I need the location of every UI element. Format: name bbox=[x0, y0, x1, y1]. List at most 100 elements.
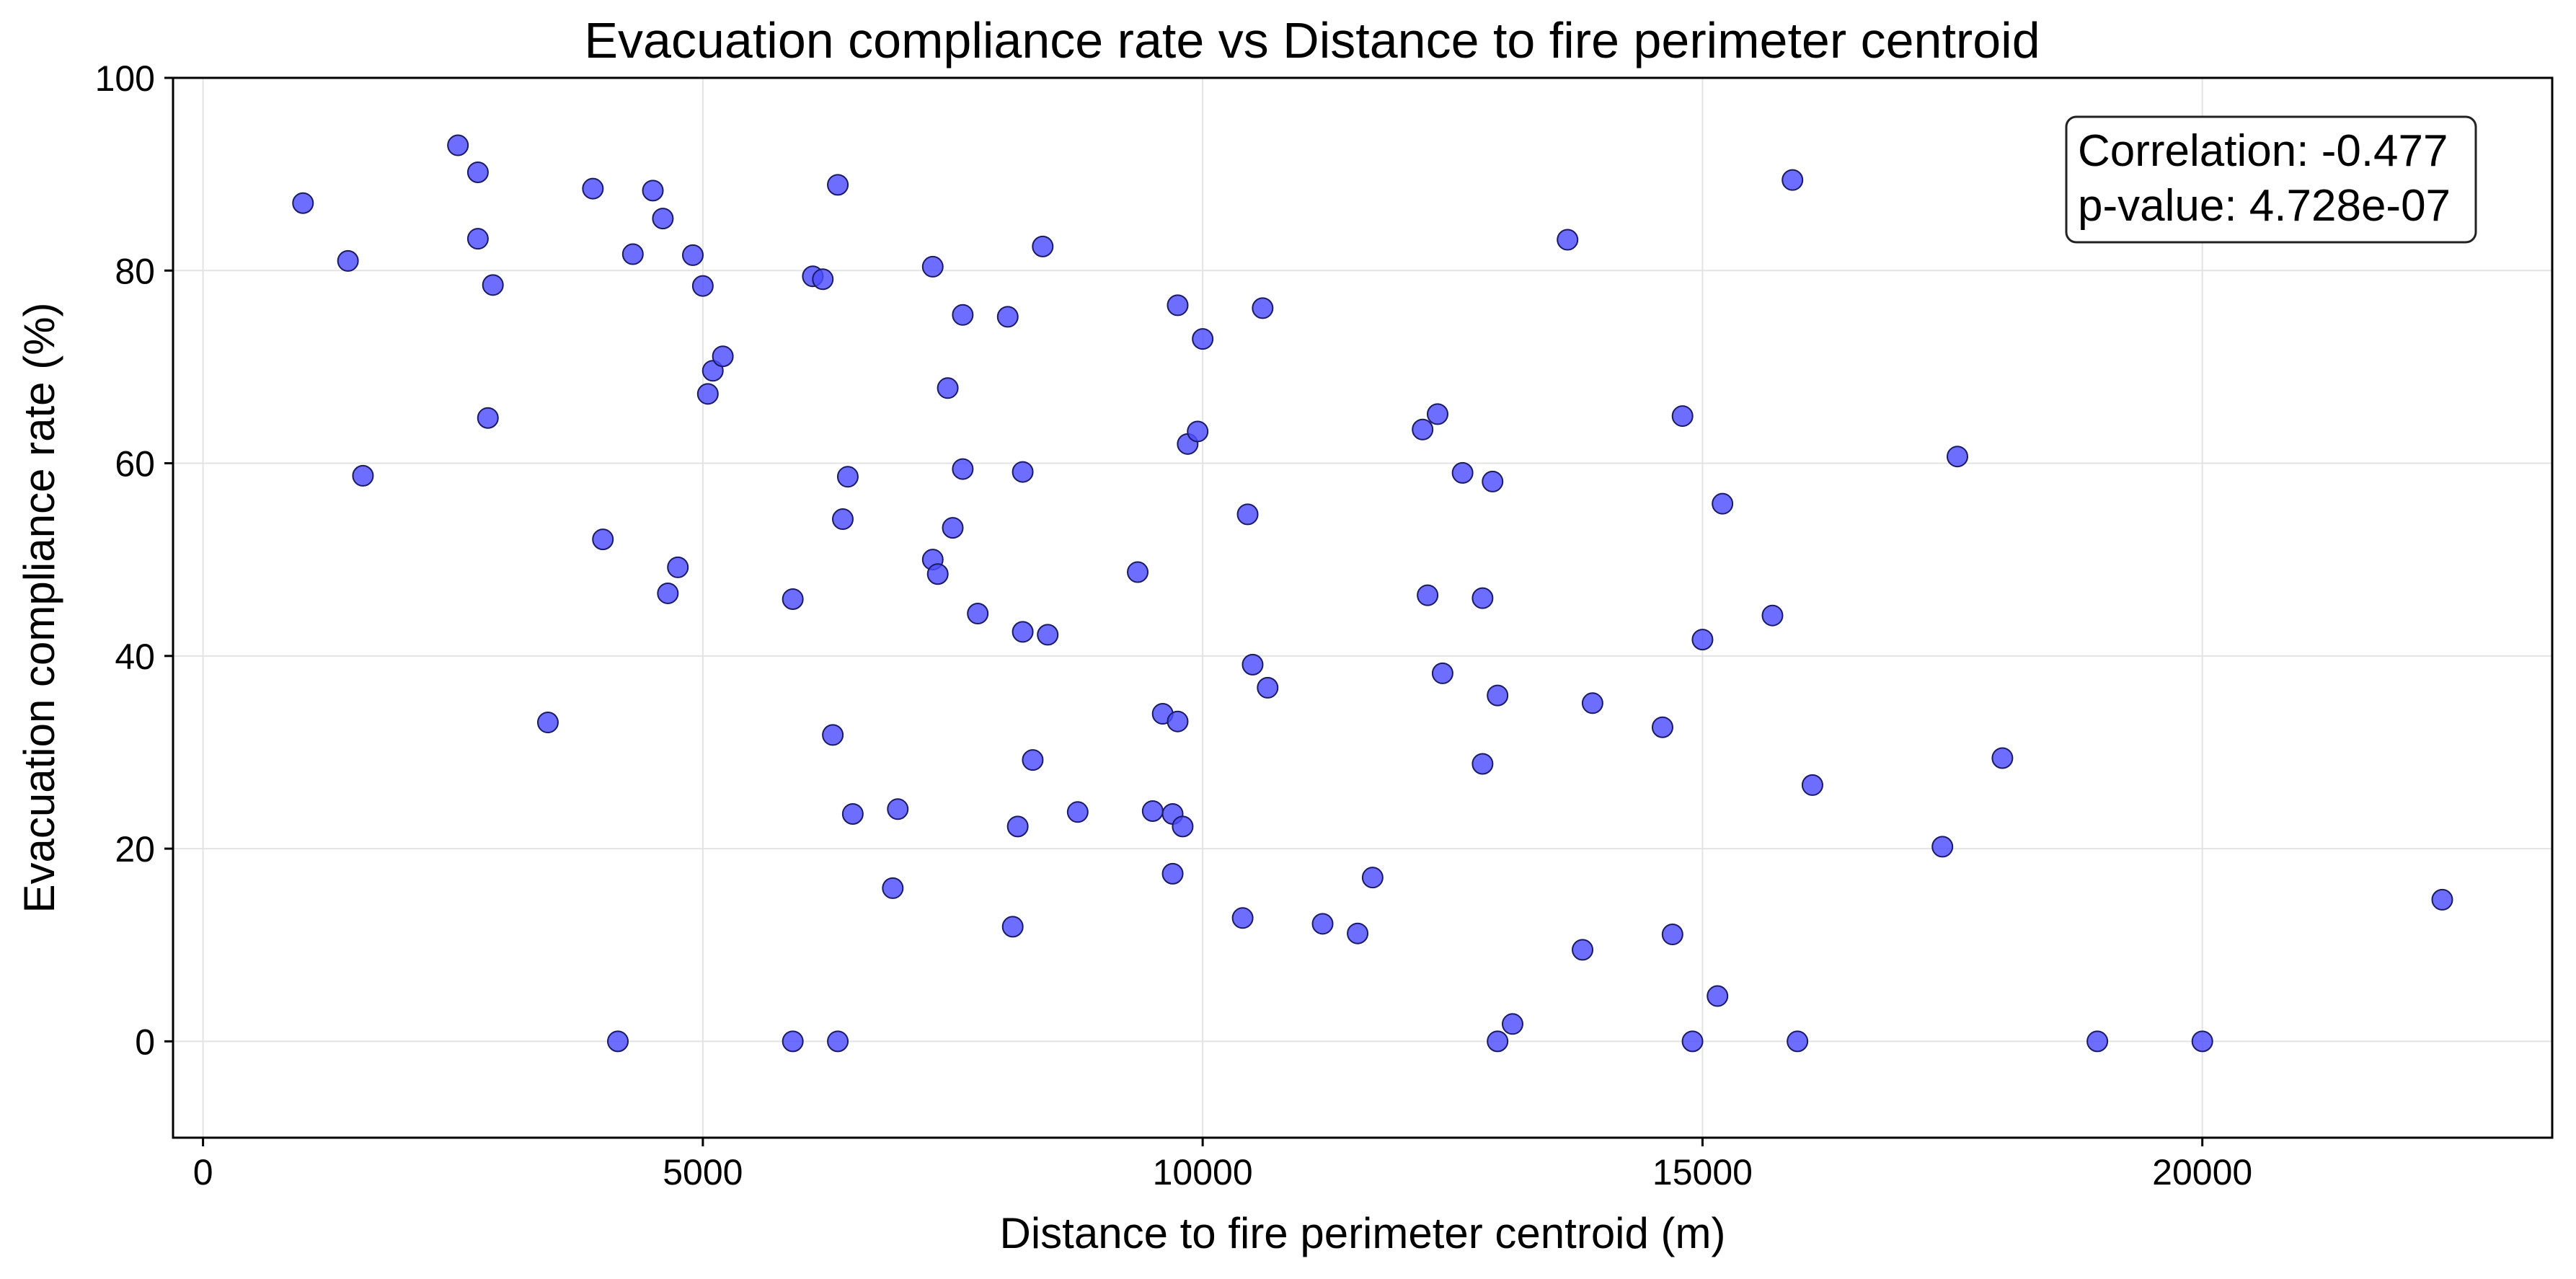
data-point bbox=[1127, 561, 1149, 583]
data-point bbox=[1037, 624, 1059, 646]
data-point bbox=[1661, 924, 1683, 946]
y-axis-label: Evacuation compliance rate (%) bbox=[15, 302, 63, 913]
data-point bbox=[782, 588, 804, 610]
data-point bbox=[1161, 862, 1184, 885]
data-point bbox=[1691, 629, 1714, 651]
data-point bbox=[822, 724, 844, 746]
data-point bbox=[1581, 692, 1603, 714]
y-tick-label: 20 bbox=[115, 829, 155, 869]
data-point bbox=[1311, 913, 1334, 935]
data-point bbox=[466, 228, 489, 250]
data-point bbox=[607, 1030, 629, 1053]
data-point bbox=[1361, 867, 1384, 889]
data-point bbox=[1141, 800, 1164, 822]
data-point bbox=[1471, 587, 1494, 609]
data-point bbox=[337, 249, 359, 272]
data-point bbox=[1431, 662, 1453, 684]
data-point bbox=[1761, 604, 1784, 627]
annotation-box bbox=[2065, 115, 2477, 244]
x-tick-label: 10000 bbox=[1153, 1152, 1253, 1192]
data-point bbox=[1991, 747, 2014, 769]
data-point bbox=[642, 180, 664, 202]
data-point bbox=[1022, 749, 1044, 771]
data-point bbox=[926, 563, 949, 585]
data-point bbox=[1006, 815, 1029, 838]
p-value-text: p-value: 4.728e-07 bbox=[2078, 181, 2451, 231]
data-point bbox=[696, 383, 719, 405]
data-point bbox=[887, 798, 909, 820]
data-point bbox=[482, 274, 504, 296]
data-point bbox=[1451, 461, 1474, 484]
y-tick-label: 0 bbox=[135, 1022, 155, 1062]
data-points bbox=[292, 134, 2453, 1053]
data-point bbox=[536, 712, 559, 734]
data-point bbox=[652, 208, 674, 230]
data-point bbox=[682, 244, 704, 266]
y-tick-label: 40 bbox=[115, 637, 155, 677]
data-point bbox=[1001, 916, 1024, 938]
data-point bbox=[2191, 1030, 2213, 1053]
data-point bbox=[937, 377, 959, 399]
data-point bbox=[882, 877, 904, 899]
data-point bbox=[1012, 621, 1034, 643]
data-point bbox=[1172, 815, 1194, 838]
data-point bbox=[592, 528, 614, 551]
data-point bbox=[582, 177, 604, 200]
data-point bbox=[352, 464, 374, 487]
data-point bbox=[1231, 907, 1254, 929]
data-point bbox=[691, 275, 714, 297]
data-point bbox=[836, 466, 859, 488]
data-point bbox=[2086, 1030, 2109, 1053]
y-axis-ticks: 0 20 40 60 80 100 bbox=[95, 58, 173, 1062]
data-point bbox=[1931, 836, 1954, 858]
data-point bbox=[967, 603, 989, 625]
data-point bbox=[1651, 716, 1673, 738]
data-point bbox=[657, 582, 679, 604]
data-point bbox=[1471, 753, 1494, 775]
data-point bbox=[812, 268, 834, 291]
data-point bbox=[831, 508, 854, 531]
data-point bbox=[1482, 470, 1504, 492]
data-point bbox=[1947, 446, 1968, 468]
data-point bbox=[477, 407, 499, 429]
data-point bbox=[1257, 676, 1279, 699]
data-point bbox=[1032, 235, 1054, 257]
data-point bbox=[1167, 294, 1189, 317]
data-point bbox=[1671, 405, 1694, 428]
x-tick-label: 15000 bbox=[1652, 1152, 1753, 1192]
data-point bbox=[952, 304, 974, 326]
data-point bbox=[2431, 888, 2453, 911]
data-point bbox=[1681, 1030, 1704, 1053]
x-axis-label: Distance to fire perimeter centroid (m) bbox=[1000, 1209, 1726, 1257]
data-point bbox=[1557, 229, 1579, 251]
data-point bbox=[466, 161, 489, 183]
data-point bbox=[1066, 801, 1089, 823]
data-point bbox=[1252, 297, 1274, 319]
x-tick-label: 5000 bbox=[663, 1152, 743, 1192]
data-point bbox=[1781, 169, 1804, 191]
data-point bbox=[827, 174, 849, 196]
data-point bbox=[1012, 461, 1034, 483]
data-point bbox=[921, 255, 944, 278]
plot-frame bbox=[172, 76, 2554, 1139]
x-axis-ticks: 0 5000 10000 15000 20000 bbox=[193, 1138, 2252, 1192]
data-point bbox=[996, 306, 1019, 328]
data-point bbox=[827, 1030, 849, 1053]
data-point bbox=[621, 243, 644, 265]
data-point bbox=[1236, 503, 1259, 526]
y-tick-label: 100 bbox=[95, 58, 155, 99]
data-point bbox=[1487, 684, 1509, 707]
data-point bbox=[712, 345, 734, 368]
data-point bbox=[1801, 774, 1823, 796]
data-point bbox=[447, 134, 469, 156]
data-point bbox=[1707, 985, 1729, 1007]
x-tick-label: 20000 bbox=[2152, 1152, 2252, 1192]
chart-title: Evacuation compliance rate vs Distance t… bbox=[584, 12, 2040, 68]
y-tick-label: 80 bbox=[115, 251, 155, 291]
y-tick-label: 60 bbox=[115, 444, 155, 484]
data-point bbox=[292, 192, 314, 214]
data-point bbox=[1712, 492, 1734, 515]
data-point bbox=[1241, 653, 1264, 676]
correlation-text: Correlation: -0.477 bbox=[2078, 126, 2448, 176]
